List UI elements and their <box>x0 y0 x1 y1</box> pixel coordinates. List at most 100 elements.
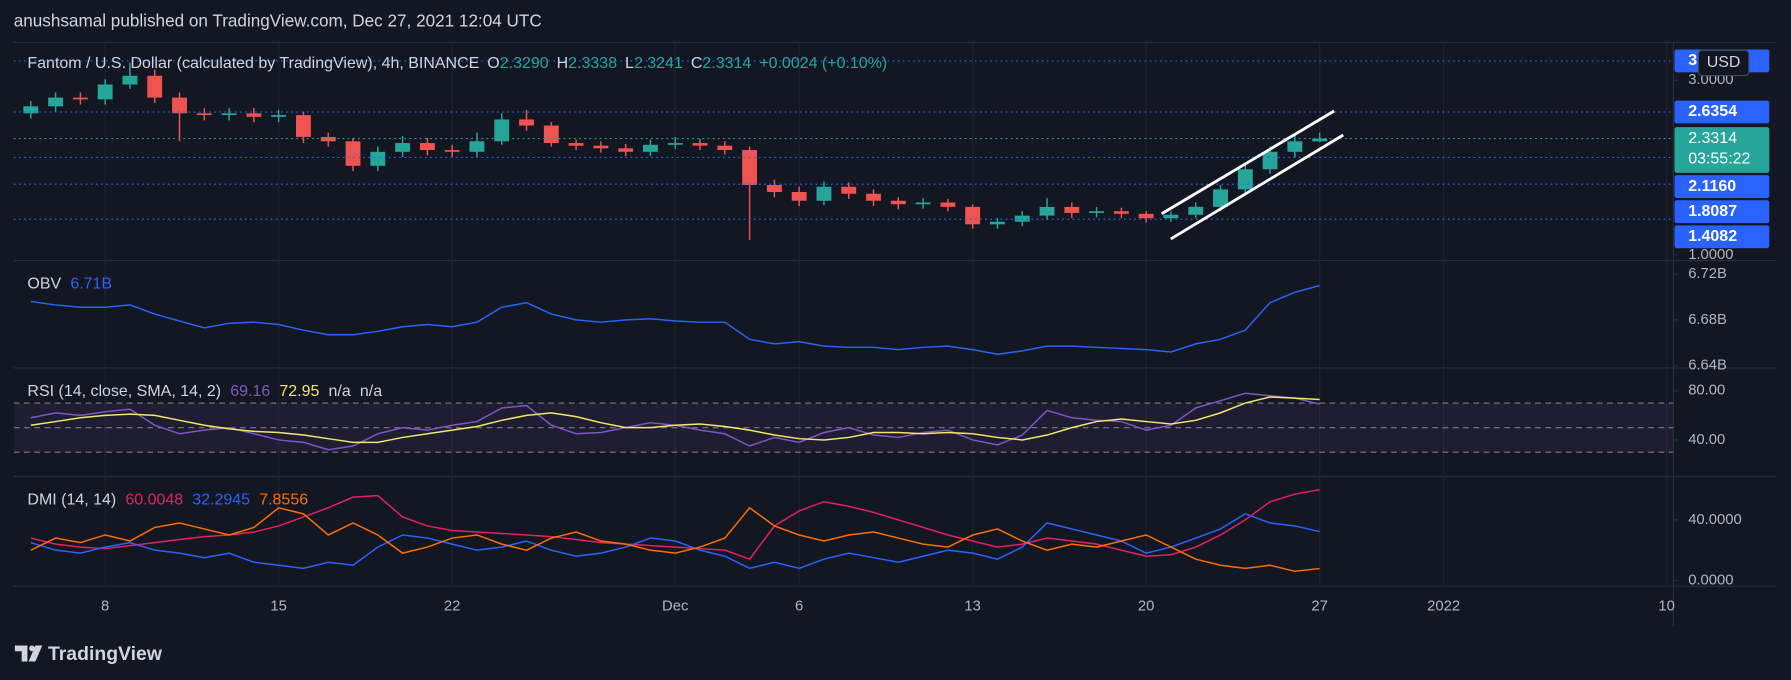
candle-body <box>717 145 733 151</box>
legend-item: 60.0048 <box>125 492 183 509</box>
price-tag <box>1674 200 1770 224</box>
series-line <box>30 513 1320 570</box>
x-tick-label: 6 <box>795 599 803 615</box>
candle-body <box>915 202 931 205</box>
candle-body <box>72 97 88 100</box>
legend-item: +0.0024 (+0.10%) <box>759 55 887 72</box>
logo-mark <box>14 645 28 662</box>
candle-body <box>990 221 1005 225</box>
unit-badge <box>1697 49 1750 77</box>
x-tick-label: 20 <box>1138 599 1154 615</box>
price-tag <box>1674 100 1770 124</box>
legend-item: H <box>557 55 569 72</box>
legend-item: RSI (14, close, SMA, 14, 2) <box>27 383 221 400</box>
legend-item: 2.3314 <box>702 55 751 72</box>
candle-body <box>1113 211 1129 214</box>
candle-body <box>97 84 113 100</box>
candle-body <box>1213 189 1228 207</box>
candle-body <box>345 141 361 166</box>
channel-upper <box>1160 109 1335 216</box>
candle-body <box>519 119 534 126</box>
candle-body <box>246 113 262 117</box>
series-line <box>30 284 1320 356</box>
legend-item: 2.3241 <box>634 55 683 72</box>
candle-body <box>742 150 758 186</box>
candle-body <box>1014 215 1030 222</box>
level-label: 1.8087 <box>1688 203 1737 220</box>
candle-body <box>816 186 832 201</box>
candle-body <box>1039 206 1055 216</box>
countdown: 03:55:22 <box>1688 150 1750 167</box>
candle-body <box>494 119 510 142</box>
y-tick-label: 6.72B <box>1688 266 1727 282</box>
legend-item: 72.95 <box>279 383 319 400</box>
x-tick-label: 13 <box>964 599 981 615</box>
y-tick-label: 6.64B <box>1688 358 1727 374</box>
y-tick-label: 0.0000 <box>1688 572 1733 588</box>
candle-body <box>147 75 163 98</box>
candle-body <box>122 75 138 85</box>
price-tag <box>1674 225 1770 249</box>
candle-body <box>1287 141 1303 152</box>
candle-body <box>221 113 237 116</box>
candle-body <box>766 185 782 193</box>
series-line <box>30 488 1320 561</box>
logo-slash <box>28 645 43 662</box>
legend-item: C <box>691 55 703 72</box>
unit-label: USD <box>1707 54 1741 71</box>
candle-body <box>1138 213 1154 219</box>
candle-body <box>395 143 411 152</box>
legend-item: Fantom / U.S. Dollar (calculated by Trad… <box>27 55 479 72</box>
legend-item: 32.2945 <box>192 492 250 509</box>
legend-item: 2.3338 <box>568 55 617 72</box>
x-tick-label: 2022 <box>1427 599 1460 615</box>
plot-area <box>13 62 1674 573</box>
candle-body <box>1188 206 1204 215</box>
legend-item: 7.8556 <box>259 492 308 509</box>
candle-body <box>48 97 64 107</box>
y-tick-label: 1.0000 <box>1688 247 1733 263</box>
level-label: 2.1160 <box>1688 178 1736 195</box>
legend-item: 6.71B <box>70 276 112 293</box>
series-line <box>30 506 1320 573</box>
logo-dot <box>29 645 35 652</box>
candle-body <box>667 143 683 145</box>
price-tag <box>1674 127 1770 173</box>
candle-body <box>1312 138 1328 142</box>
last-price-label: 2.3314 <box>1688 130 1737 147</box>
legend: Fantom / U.S. Dollar (calculated by Trad… <box>27 55 887 72</box>
y-tick-label: 40.00 <box>1688 432 1725 448</box>
candle-body <box>593 145 609 149</box>
candle-body <box>370 151 386 166</box>
candle-body <box>419 143 435 151</box>
candle-body <box>791 192 807 201</box>
candle-body <box>543 125 559 144</box>
legend-item: n/a <box>328 383 350 400</box>
x-tick-label: 27 <box>1311 599 1328 615</box>
x-tick-label: 15 <box>270 599 286 615</box>
price-tag <box>1674 175 1770 198</box>
channel-lower <box>1170 133 1344 241</box>
level-label: 1.4082 <box>1688 228 1737 245</box>
y-tick-label: 80.00 <box>1688 383 1725 399</box>
candle-body <box>196 113 212 116</box>
candle-body <box>890 200 906 205</box>
trend-channel <box>1160 109 1344 241</box>
candle-body <box>469 141 485 152</box>
legend-item: OBV <box>27 276 61 293</box>
candle-body <box>172 97 187 114</box>
x-tick-label: 22 <box>444 599 461 615</box>
level-label: 2.6354 <box>1688 103 1737 120</box>
candle-body <box>965 206 981 225</box>
legend-item: O <box>487 55 499 72</box>
byline: anushsamal published on TradingView.com,… <box>14 10 542 30</box>
candle-body <box>1163 214 1179 219</box>
brand: TradingView <box>48 643 163 665</box>
logo: TradingView <box>14 643 163 665</box>
candle-body <box>23 106 39 114</box>
y-tick-label: 40.0000 <box>1688 512 1742 528</box>
x-tick-label: 10 <box>1658 599 1675 615</box>
candle-body <box>1064 206 1080 213</box>
